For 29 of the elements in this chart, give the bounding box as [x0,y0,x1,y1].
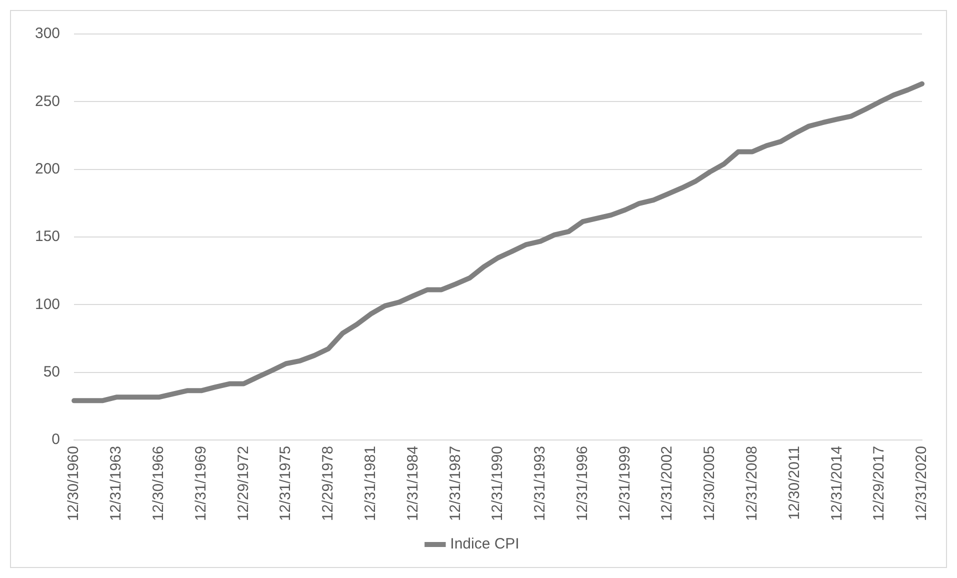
x-tick-label: 12/30/1960 [65,446,82,522]
x-tick-label: 12/31/1969 [192,446,210,522]
x-tick-label: 12/31/1975 [277,446,294,522]
y-tick-label: 100 [34,296,60,313]
x-tick-label: 12/29/1972 [234,446,252,522]
x-tick-label: 12/31/1993 [532,446,549,522]
y-tick-label: 150 [34,228,60,246]
y-tick-label: 50 [43,363,60,380]
x-tick-label: 12/30/2011 [786,446,803,520]
y-tick-label: 0 [52,431,60,448]
x-tick-label: 12/31/1987 [446,446,464,522]
x-tick-label: 12/30/2005 [701,446,718,522]
x-tick-label: 12/31/2008 [744,446,761,522]
x-tick-label: 12/31/1990 [489,446,506,522]
x-tick-label: 12/29/1978 [320,446,337,522]
x-tick-label: 12/31/2002 [658,446,676,522]
x-tick-label: 12/31/1984 [404,446,422,522]
y-tick-label: 300 [34,25,60,42]
legend-label: Indice CPI [450,536,520,553]
y-tick-label: 250 [34,92,60,110]
x-tick-label: 12/31/1996 [574,446,591,522]
y-tick-label: 200 [34,160,60,178]
x-tick-label: 12/31/1999 [616,446,634,522]
x-tick-label: 12/31/1963 [108,446,125,522]
x-tick-label: 12/29/2017 [870,446,888,522]
x-tick-label: 12/30/1966 [150,446,167,522]
x-tick-label: 12/31/1981 [362,446,379,522]
x-tick-label: 12/31/2020 [913,446,930,522]
x-tick-label: 12/31/2014 [828,446,846,522]
